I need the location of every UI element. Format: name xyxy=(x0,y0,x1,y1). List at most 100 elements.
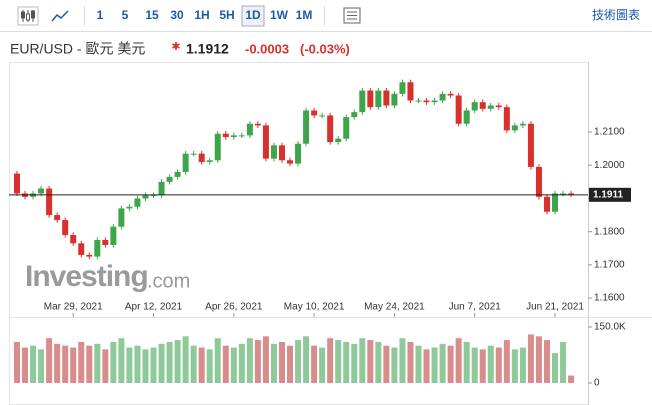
candle-body xyxy=(174,171,181,177)
volume-bar xyxy=(70,347,77,383)
volume-bar xyxy=(198,347,205,383)
volume-tick-label: 150.0K xyxy=(594,322,626,333)
candle-body xyxy=(214,133,221,161)
candle-body xyxy=(38,188,45,194)
x-tick-label: Apr 26, 2021 xyxy=(205,302,263,313)
candle-body xyxy=(487,105,494,109)
volume-bar xyxy=(206,349,213,383)
volume-bar xyxy=(423,349,430,383)
candle-body xyxy=(455,95,462,124)
volume-bar xyxy=(118,338,125,383)
volume-bar xyxy=(407,341,414,383)
volume-bar xyxy=(351,343,358,383)
candle-body xyxy=(439,93,446,101)
volume-bar xyxy=(230,347,237,383)
y-tick-label: 1.1600 xyxy=(594,293,625,304)
candle-body xyxy=(447,93,454,96)
candle-body xyxy=(190,153,197,155)
candle-body xyxy=(262,125,269,159)
volume-bar xyxy=(214,338,221,383)
candle-body xyxy=(46,188,53,216)
volume-bar xyxy=(78,341,85,383)
volume-bar xyxy=(535,336,542,383)
candle-body xyxy=(222,133,229,138)
active-interval-box xyxy=(241,5,265,27)
candle-body xyxy=(254,123,261,126)
volume-bar xyxy=(254,340,261,383)
candle-body xyxy=(150,195,157,197)
interval-button[interactable]: 30 xyxy=(170,8,184,22)
candle-body xyxy=(519,123,526,126)
y-tick-label: 1.1800 xyxy=(594,226,625,237)
price: 1.1912 xyxy=(186,41,229,57)
volume-bar xyxy=(166,341,173,383)
change-pct: (-0.03%) xyxy=(300,41,350,56)
x-tick-label: Mar 29, 2021 xyxy=(44,302,103,313)
candle-body xyxy=(270,145,277,159)
interval-button[interactable]: 1H xyxy=(194,8,209,22)
candle-body xyxy=(311,110,318,116)
candle-body xyxy=(319,115,326,117)
candle-body xyxy=(182,153,189,172)
volume-bar xyxy=(367,340,374,383)
volume-bar xyxy=(471,347,478,383)
interval-button[interactable]: 1D xyxy=(245,8,261,22)
interval-button[interactable]: 5 xyxy=(122,8,129,22)
candle-body xyxy=(503,107,510,131)
candle-body xyxy=(407,82,414,101)
volume-bar xyxy=(134,345,141,383)
candle-body xyxy=(415,100,422,102)
candle-body xyxy=(70,234,77,244)
candle-body xyxy=(118,208,125,227)
candle-body xyxy=(471,102,478,111)
candle-body xyxy=(134,198,141,207)
volume-bar xyxy=(391,347,398,383)
area-icon[interactable] xyxy=(51,10,69,22)
tech-chart-link[interactable]: 技術圖表 xyxy=(592,8,640,22)
change: -0.0003 xyxy=(245,41,289,56)
volume-bar xyxy=(543,340,550,383)
volume-bar xyxy=(399,338,406,383)
candle-body xyxy=(511,125,518,131)
candle-body xyxy=(14,173,20,194)
current-price-label: 1.1911 xyxy=(593,189,623,200)
candle-body xyxy=(552,193,559,212)
table-icon[interactable] xyxy=(343,7,361,24)
volume-bar xyxy=(142,349,149,383)
candle-icon[interactable] xyxy=(17,6,39,26)
candle-body xyxy=(246,123,253,136)
x-tick-label: Jun 7, 2021 xyxy=(449,302,502,313)
interval-button[interactable]: 5H xyxy=(219,8,234,22)
volume-bar xyxy=(30,345,37,383)
x-tick-label: May 10, 2021 xyxy=(284,302,345,313)
volume-bar xyxy=(503,340,510,383)
candle-body xyxy=(527,123,534,167)
candle-body xyxy=(198,153,205,162)
candle-body xyxy=(560,193,567,195)
interval-button[interactable]: 1W xyxy=(270,8,289,22)
volume-bar xyxy=(415,345,422,383)
volume-bar xyxy=(46,338,53,383)
volume-bar xyxy=(158,343,165,383)
candle-body xyxy=(295,143,302,164)
candle-body xyxy=(375,90,382,108)
candle-body xyxy=(383,90,390,106)
candle-body xyxy=(278,145,285,161)
volume-bar xyxy=(14,341,20,383)
candle-body xyxy=(62,220,69,235)
volume-bar xyxy=(319,347,326,383)
interval-button[interactable]: 1 xyxy=(97,8,104,22)
symbol: EUR/USD - 歐元 美元 xyxy=(10,41,145,57)
volume-bar xyxy=(359,338,366,383)
candle-body xyxy=(110,226,117,245)
volume-bar xyxy=(552,353,559,383)
volume-bar xyxy=(238,343,245,383)
interval-button[interactable]: 1M xyxy=(296,8,313,22)
interval-button[interactable]: 15 xyxy=(145,8,159,22)
volume-bar xyxy=(479,349,486,383)
volume-bar xyxy=(487,345,494,383)
candle-body xyxy=(86,254,93,257)
volume-bar xyxy=(375,341,382,383)
